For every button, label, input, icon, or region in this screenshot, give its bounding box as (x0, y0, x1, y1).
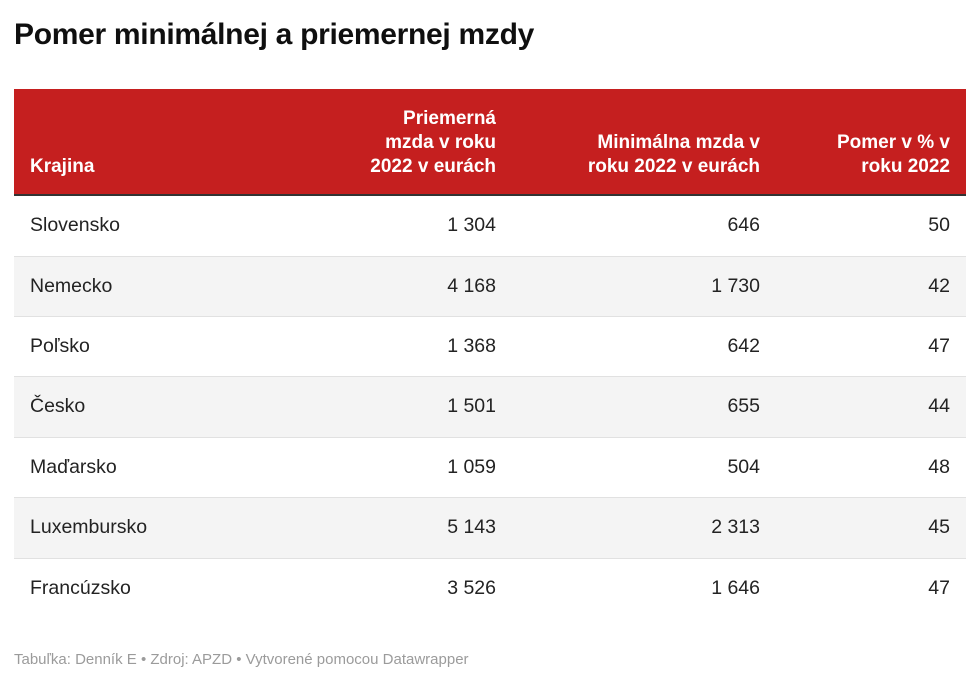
ratio-cell: 47 (928, 576, 950, 599)
table-row-francuzsko: Francúzsko 3 526 1 646 47 (14, 558, 966, 618)
column-header-priemerna-mzda-label: Priemerná mzda v roku 2022 v eurách (370, 107, 496, 178)
ratio-cell: 47 (928, 335, 950, 358)
table-row-madarsko: Maďarsko 1 059 504 48 (14, 437, 966, 498)
column-header-priemerna-mzda: Priemerná mzda v roku 2022 v eurách (276, 88, 512, 196)
avg-wage-cell: 1 368 (447, 335, 496, 358)
ratio-cell: 44 (928, 395, 950, 418)
min-wage-cell: 504 (727, 455, 760, 478)
country-cell: Česko (30, 395, 86, 418)
table-row-luxembursko: Luxembursko 5 143 2 313 45 (14, 497, 966, 558)
wage-comparison-table: Krajina Priemerná mzda v roku 2022 v eur… (14, 88, 966, 618)
column-header-krajina: Krajina (14, 88, 276, 196)
avg-wage-cell: 3 526 (447, 576, 496, 599)
avg-wage-cell: 5 143 (447, 516, 496, 539)
country-cell: Slovensko (30, 214, 120, 237)
avg-wage-cell: 1 304 (447, 214, 496, 237)
avg-wage-cell: 4 168 (447, 274, 496, 297)
column-header-pomer: Pomer v % v roku 2022 (776, 88, 966, 196)
page-title: Pomer minimálnej a priemernej mzdy (14, 18, 534, 51)
min-wage-cell: 655 (727, 395, 760, 418)
ratio-cell: 50 (928, 214, 950, 237)
country-cell: Francúzsko (30, 576, 131, 599)
country-cell: Nemecko (30, 274, 113, 297)
table-row-polsko: Poľsko 1 368 642 47 (14, 316, 966, 377)
min-wage-cell: 646 (727, 214, 760, 237)
table-header-row: Krajina Priemerná mzda v roku 2022 v eur… (14, 88, 966, 196)
min-wage-cell: 1 646 (711, 576, 760, 599)
table-row-cesko: Česko 1 501 655 44 (14, 376, 966, 438)
min-wage-cell: 1 730 (711, 274, 760, 297)
country-cell: Poľsko (30, 335, 90, 358)
table-body: Slovensko 1 304 646 50 Nemecko 4 168 1 7… (14, 195, 966, 618)
column-header-minimalna-mzda-label: Minimálna mzda v roku 2022 v eurách (587, 131, 760, 178)
ratio-cell: 42 (928, 274, 950, 297)
country-cell: Luxembursko (30, 516, 148, 539)
min-wage-cell: 642 (727, 335, 760, 358)
column-header-pomer-label: Pomer v % v roku 2022 (837, 131, 950, 178)
attribution-footer: Tabuľka: Denník E • Zdroj: APZD • Vytvor… (14, 650, 469, 668)
column-header-minimalna-mzda: Minimálna mzda v roku 2022 v eurách (512, 88, 776, 196)
table-header: Krajina Priemerná mzda v roku 2022 v eur… (14, 88, 966, 196)
ratio-cell: 48 (928, 455, 950, 478)
table-row-nemecko: Nemecko 4 168 1 730 42 (14, 256, 966, 317)
country-cell: Maďarsko (30, 455, 117, 478)
min-wage-cell: 2 313 (711, 516, 760, 539)
avg-wage-cell: 1 501 (447, 395, 496, 418)
ratio-cell: 45 (928, 516, 950, 539)
avg-wage-cell: 1 059 (447, 455, 496, 478)
table-row-slovensko: Slovensko 1 304 646 50 (14, 195, 966, 257)
